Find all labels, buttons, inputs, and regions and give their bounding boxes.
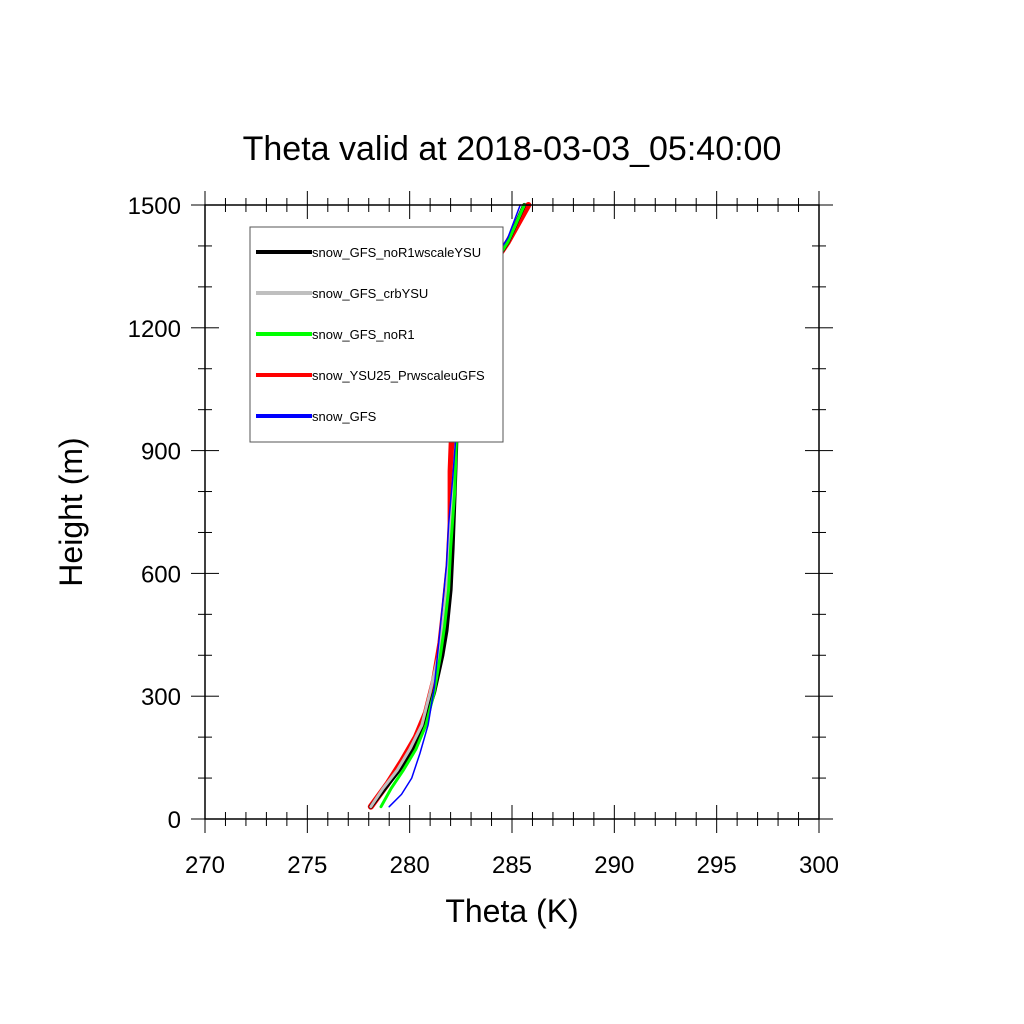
x-tick-label: 300	[799, 852, 839, 879]
legend-label: snow_YSU25_PrwscaleuGFS	[312, 368, 485, 383]
legend-label: snow_GFS_noR1	[312, 327, 415, 342]
chart-title: Theta valid at 2018-03-03_05:40:00	[243, 130, 782, 168]
axis-ticks: 270 275 280 285 290 295 300 0 300 600 900 1200 1500	[128, 191, 839, 879]
legend-label: snow_GFS	[312, 409, 377, 424]
x-tick-label: 295	[697, 852, 737, 879]
y-axis-label: Height (m)	[53, 437, 89, 586]
x-tick-label: 280	[390, 852, 430, 879]
y-tick-label: 1200	[128, 316, 181, 343]
y-tick-label: 600	[141, 561, 181, 588]
y-tick-label: 1500	[128, 193, 181, 220]
legend-label: snow_GFS_noR1wscaleYSU	[312, 245, 481, 260]
x-axis-label: Theta (K)	[445, 893, 578, 929]
legend-label: snow_GFS_crbYSU	[312, 286, 428, 301]
x-tick-label: 290	[594, 852, 634, 879]
legend: snow_GFS_noR1wscaleYSU snow_GFS_crbYSUsno…	[249, 226, 504, 443]
x-tick-label: 285	[492, 852, 532, 879]
y-tick-label: 900	[141, 439, 181, 466]
x-tick-label: 275	[287, 852, 327, 879]
x-tick-label: 270	[185, 852, 225, 879]
y-tick-label: 300	[141, 684, 181, 711]
y-tick-label: 0	[168, 807, 181, 834]
